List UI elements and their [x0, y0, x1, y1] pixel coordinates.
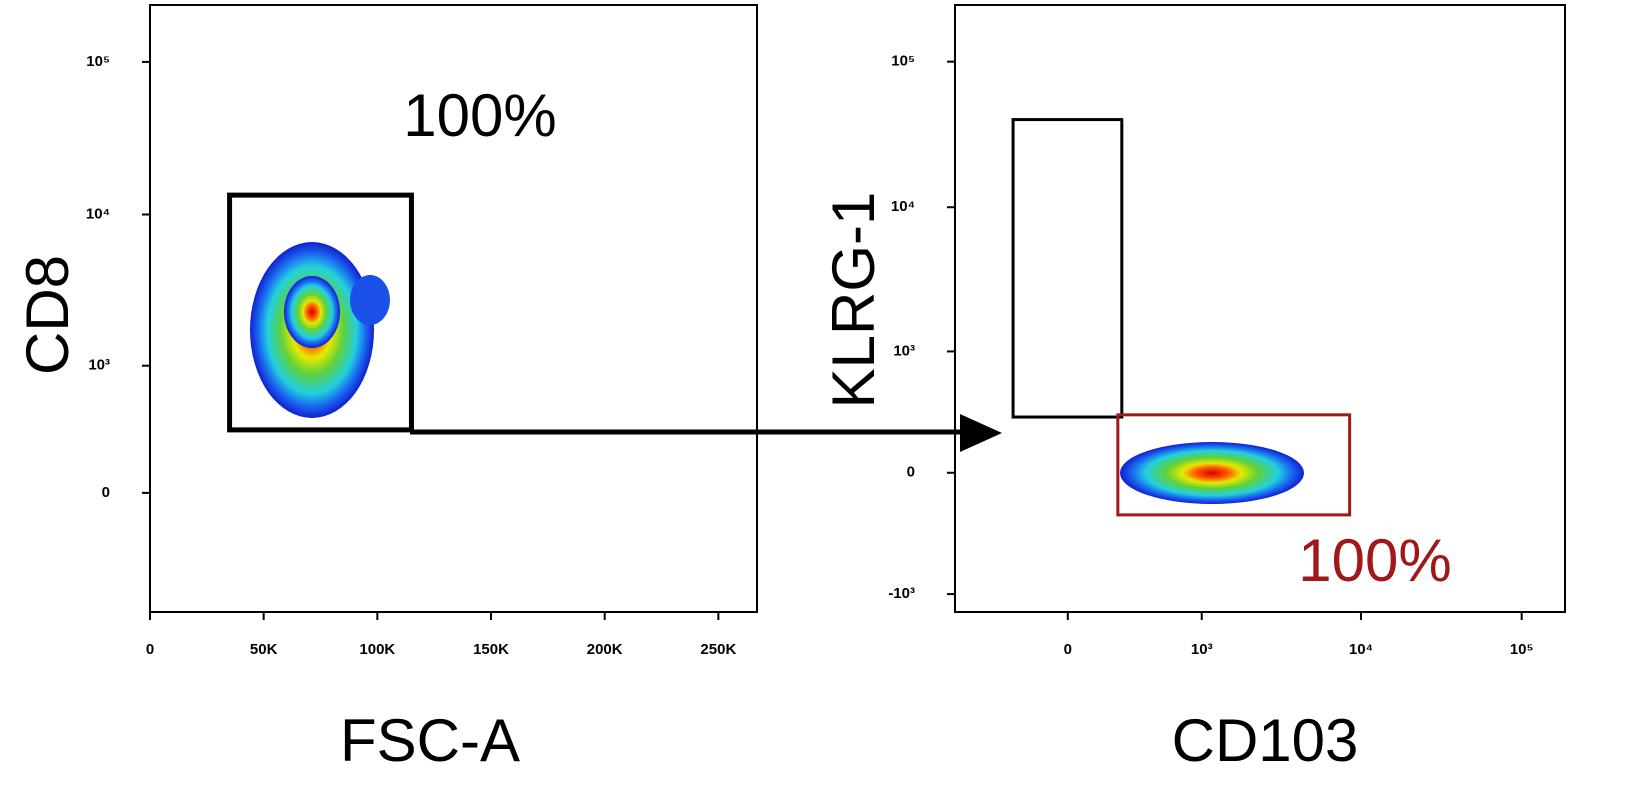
- y-tick-label: 10⁴: [891, 198, 915, 215]
- y-tick-label: 10⁴: [86, 205, 110, 222]
- x-tick-label: 100K: [359, 641, 395, 658]
- y-tick-label: 10⁵: [86, 53, 110, 70]
- plot-frame: [954, 4, 1566, 613]
- density-blob: [250, 242, 390, 418]
- gate-percentage: 100%: [1298, 527, 1451, 594]
- y-axis-label: CD8: [14, 255, 81, 375]
- y-tick-label: -10³: [888, 585, 915, 602]
- gate: [1116, 413, 1352, 517]
- x-tick-label: 0: [146, 641, 154, 658]
- plot-frame: [149, 4, 758, 613]
- x-tick-label: 10⁵: [1510, 641, 1534, 658]
- y-axis-label: KLRG-1: [820, 192, 887, 409]
- density-blob: [1120, 442, 1304, 504]
- x-tick-label: 10⁴: [1349, 641, 1373, 658]
- x-tick-label: 150K: [473, 641, 509, 658]
- y-tick-label: 0: [102, 484, 110, 501]
- y-tick-label: 0: [907, 464, 915, 481]
- x-tick-label: 250K: [700, 641, 736, 658]
- x-tick-label: 10³: [1191, 641, 1213, 658]
- y-tick-label: 10⁵: [891, 53, 915, 70]
- x-tick-label: 50K: [250, 641, 278, 658]
- y-tick-label: 10³: [88, 357, 110, 374]
- x-tick-label: 0: [1064, 641, 1072, 658]
- x-axis-label: CD103: [1172, 707, 1359, 774]
- x-tick-label: 200K: [587, 641, 623, 658]
- x-axis-label: FSC-A: [340, 707, 520, 774]
- gate-percentage: 100%: [403, 82, 556, 149]
- gate: [227, 192, 414, 433]
- y-tick-label: 10³: [893, 342, 915, 359]
- gate: [1011, 118, 1124, 419]
- arrow: [410, 414, 1002, 452]
